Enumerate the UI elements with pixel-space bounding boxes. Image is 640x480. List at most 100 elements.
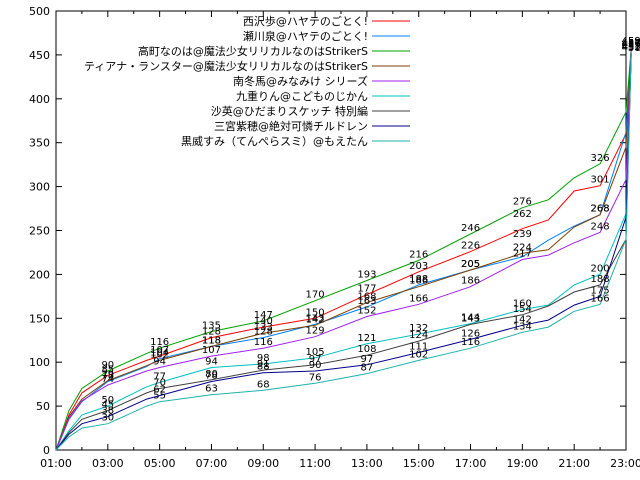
data-label: 152 [357, 306, 376, 317]
data-label: 135 [202, 320, 221, 331]
x-tick-label: 13:00 [351, 457, 383, 470]
y-tick-label: 450 [29, 49, 50, 62]
data-label: 143 [461, 313, 480, 324]
data-label: 124 [409, 330, 428, 341]
data-labels-layer: 8510712814015017720322626230145978104118… [101, 36, 640, 424]
data-label: 70 [153, 378, 166, 389]
data-label: 116 [254, 337, 273, 348]
data-label: 97 [309, 354, 322, 365]
data-label: 459 [622, 36, 640, 47]
data-label: 80 [205, 369, 218, 380]
data-label: 129 [306, 326, 325, 337]
x-tick-label: 05:00 [144, 457, 176, 470]
x-tick-label: 19:00 [507, 457, 539, 470]
data-label: 76 [309, 372, 322, 383]
data-label: 142 [513, 314, 532, 325]
data-label: 217 [513, 248, 532, 259]
data-label: 226 [461, 241, 480, 252]
data-label: 150 [306, 307, 325, 318]
data-label: 94 [205, 356, 218, 367]
y-tick-label: 150 [29, 312, 50, 325]
data-label: 262 [513, 209, 532, 220]
x-tick-label: 15:00 [403, 457, 435, 470]
data-label: 200 [591, 263, 610, 274]
data-label: 55 [153, 391, 166, 402]
data-label: 144 [461, 313, 480, 324]
y-tick-label: 200 [29, 268, 50, 281]
legend-label-7: 沙英@ひだまりスケッチ 特別編 [211, 104, 368, 118]
data-label: 301 [591, 175, 610, 186]
data-label: 170 [306, 290, 325, 301]
data-label: 143 [306, 313, 325, 324]
data-label: 142 [306, 314, 325, 325]
data-label: 168 [357, 291, 376, 302]
y-tick-label: 500 [29, 5, 50, 18]
data-label: 30 [101, 413, 114, 424]
y-tick-label: 350 [29, 137, 50, 150]
data-label: 90 [101, 360, 114, 371]
data-label: 62 [153, 385, 166, 396]
data-label: 79 [101, 370, 114, 381]
data-label: 239 [513, 229, 532, 240]
data-label: 140 [254, 316, 273, 327]
data-label: 85 [101, 364, 114, 375]
data-label: 457 [622, 38, 640, 49]
data-label: 216 [409, 249, 428, 260]
data-label: 193 [357, 270, 376, 281]
y-tick-label: 0 [43, 444, 50, 457]
data-label: 133 [254, 322, 273, 333]
data-label: 38 [101, 406, 114, 417]
data-label: 186 [461, 276, 480, 287]
x-tick-label: 03:00 [92, 457, 124, 470]
data-label: 188 [409, 274, 428, 285]
series-line-5 [55, 46, 632, 451]
data-label: 205 [461, 259, 480, 270]
data-label: 104 [150, 348, 169, 359]
data-label: 154 [513, 304, 532, 315]
data-label: 126 [461, 328, 480, 339]
legend-label-6: 九重りん@こどものじかん [236, 89, 368, 103]
data-label: 224 [513, 242, 532, 253]
y-tick-label: 100 [29, 356, 50, 369]
data-label: 163 [357, 296, 376, 307]
data-label: 102 [409, 349, 428, 360]
x-tick-label: 21:00 [558, 457, 590, 470]
series-line-3 [55, 49, 632, 451]
data-label: 68 [257, 379, 270, 390]
legend-label-1: 西沢歩@ハヤテのごとく! [243, 14, 368, 28]
data-label: 98 [257, 353, 270, 364]
data-label: 166 [591, 293, 610, 304]
data-label: 87 [361, 363, 374, 374]
y-tick-label: 300 [29, 181, 50, 194]
data-label: 451 [622, 43, 640, 54]
x-tick-label: 07:00 [196, 457, 228, 470]
series-line-6 [55, 52, 632, 451]
data-label: 456 [622, 39, 640, 50]
data-label: 268 [591, 204, 610, 215]
data-label: 186 [409, 276, 428, 287]
data-label: 118 [202, 335, 221, 346]
x-tick-label: 17:00 [455, 457, 487, 470]
x-tick-label: 23:00 [610, 457, 640, 470]
legend-label-5: 南冬馬@みなみけ シリーズ [233, 74, 368, 88]
legend-label-9: 黒威すみ（てんぺらスミ）@もえたん [181, 135, 368, 148]
series-line-4 [55, 48, 632, 451]
series-line-8 [55, 53, 632, 451]
data-label: 276 [513, 197, 532, 208]
data-label: 77 [153, 371, 166, 382]
data-label: 63 [205, 384, 218, 395]
data-label: 455 [622, 40, 640, 51]
data-label: 134 [513, 321, 532, 332]
y-tick-label: 50 [36, 400, 50, 413]
data-label: 78 [205, 371, 218, 382]
data-label: 90 [309, 360, 322, 371]
legend-label-3: 高町なのは@魔法少女リリカルなのはStrikerS [138, 44, 368, 58]
data-label: 78 [101, 371, 114, 382]
series-line-9 [55, 50, 632, 451]
data-label: 88 [257, 362, 270, 373]
data-label: 121 [357, 333, 376, 344]
legend-label-2: 瀬川泉@ハヤテのごとく! [243, 29, 368, 43]
data-label: 205 [461, 259, 480, 270]
series-line-2 [55, 50, 632, 451]
